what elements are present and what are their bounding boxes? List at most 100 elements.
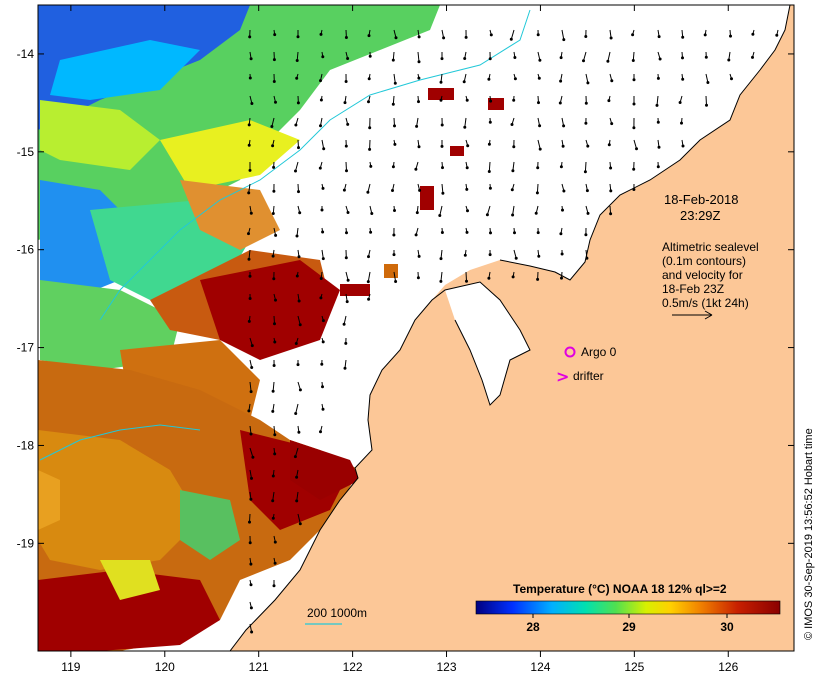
velocity-arrow-head [248,520,251,524]
velocity-arrow-head [583,170,587,174]
velocity-arrow-head [271,254,275,258]
velocity-arrow-head [394,280,398,283]
velocity-arrow-head [562,38,566,42]
velocity-arrow-head [321,55,325,59]
velocity-arrow [464,117,467,128]
velocity-arrow-head [536,277,540,281]
velocity-arrow-head [510,123,514,126]
velocity-arrow-head [658,57,662,61]
velocity-arrow-head [271,409,275,413]
velocity-arrow-head [248,35,252,39]
velocity-arrow-head [656,120,660,124]
drifter-label: drifter [573,369,604,383]
velocity-arrow [486,205,491,215]
velocity-arrow-head [298,522,302,526]
velocity-arrow-head [535,191,539,195]
altimetry-line-1: Altimetric sealevel [662,240,759,254]
velocity-arrow-head [439,98,443,102]
time-label: 23:29Z [680,208,721,223]
velocity-arrow-head [342,188,346,192]
velocity-arrow-head [250,344,254,348]
x-tick-label: 123 [437,660,457,674]
scale-arrow-icon [672,310,713,320]
velocity-arrow-head [751,55,754,59]
velocity-arrow-head [681,77,685,81]
velocity-vectors [247,29,779,634]
velocity-arrow-head [294,412,298,415]
altimetry-line-5: 0.5m/s (1kt 24h) [662,296,749,310]
velocity-arrow-head [465,166,469,170]
velocity-arrow-head [274,100,277,104]
velocity-arrow [439,205,443,216]
altimetry-line-2: (0.1m contours) [662,254,746,268]
altimetry-legend: Altimetric sealevel (0.1m contours) and … [662,240,759,320]
velocity-arrow-head [513,77,517,81]
depth-legend: 200 1000m [305,606,367,625]
velocity-arrow-head [562,124,566,128]
velocity-arrow-head [293,455,297,459]
velocity-arrow-head [513,56,517,59]
velocity-arrow-head [678,101,682,104]
velocity-arrow-head [345,169,348,173]
velocity-arrow [488,161,491,172]
velocity-arrow-head [513,231,516,235]
velocity-arrow-head [730,77,733,81]
x-tick-label: 119 [61,660,80,674]
velocity-arrow-head [609,212,613,216]
velocity-arrow-head [273,340,277,344]
velocity-arrow-head [249,583,253,587]
velocity-arrow-head [321,319,325,323]
velocity-arrow-head [417,145,421,149]
velocity-arrow-head [272,364,276,367]
sealevel-contour-2 [39,424,201,461]
velocity-arrow-head [656,76,660,80]
velocity-arrow-head [464,35,468,39]
velocity-arrow [441,183,444,194]
velocity-arrow-head [536,33,540,37]
x-tick-label: 120 [155,660,175,674]
velocity-arrow-head [610,79,614,83]
velocity-arrow-head [561,208,564,212]
velocity-arrow-head [488,186,492,190]
velocity-arrow-head [271,144,275,148]
velocity-arrow-head [509,37,513,41]
velocity-arrow-head [249,606,253,610]
colorbar: Temperature (°C) NOAA 18 12% ql>=2 28 29… [475,582,781,634]
velocity-arrow-head [391,102,395,106]
velocity-arrow-head [297,190,300,194]
velocity-arrow-head [560,276,563,280]
velocity-arrow-head [271,389,275,393]
velocity-arrow-head [368,54,372,58]
velocity-arrow-head [273,33,277,37]
velocity-arrow-head [294,342,298,345]
velocity-arrow-head [273,540,277,544]
velocity-arrow-head [537,76,541,80]
plot-frame [37,4,795,652]
velocity-arrow-head [247,123,251,127]
x-tick-label: 125 [624,660,644,674]
velocity-arrow-head [417,100,420,104]
velocity-arrow-head [463,125,467,129]
velocity-arrow-head [489,231,492,235]
velocity-arrow-head [538,58,542,62]
velocity-arrow-head [704,55,708,59]
velocity-arrow-head [320,208,324,212]
velocity-arrow-head [559,79,563,83]
depth-legend-label: 200 1000m [307,606,367,620]
velocity-arrow-head [510,188,514,192]
velocity-arrow-head [558,101,562,105]
velocity-arrow-head [414,167,418,171]
velocity-arrow-head [321,385,324,389]
velocity-arrow-head [249,432,253,436]
velocity-arrow-head [296,101,300,105]
velocity-arrow-head [438,214,442,217]
velocity-arrow-head [511,169,515,173]
velocity-arrow-head [536,166,540,170]
velocity-arrow [440,271,443,282]
velocity-arrow-head [369,230,373,234]
velocity-arrow-head [298,211,302,215]
velocity-arrow-head [295,59,299,62]
velocity-arrow-head [442,36,446,40]
velocity-arrow-head [489,33,493,37]
velocity-arrow-head [439,279,443,283]
